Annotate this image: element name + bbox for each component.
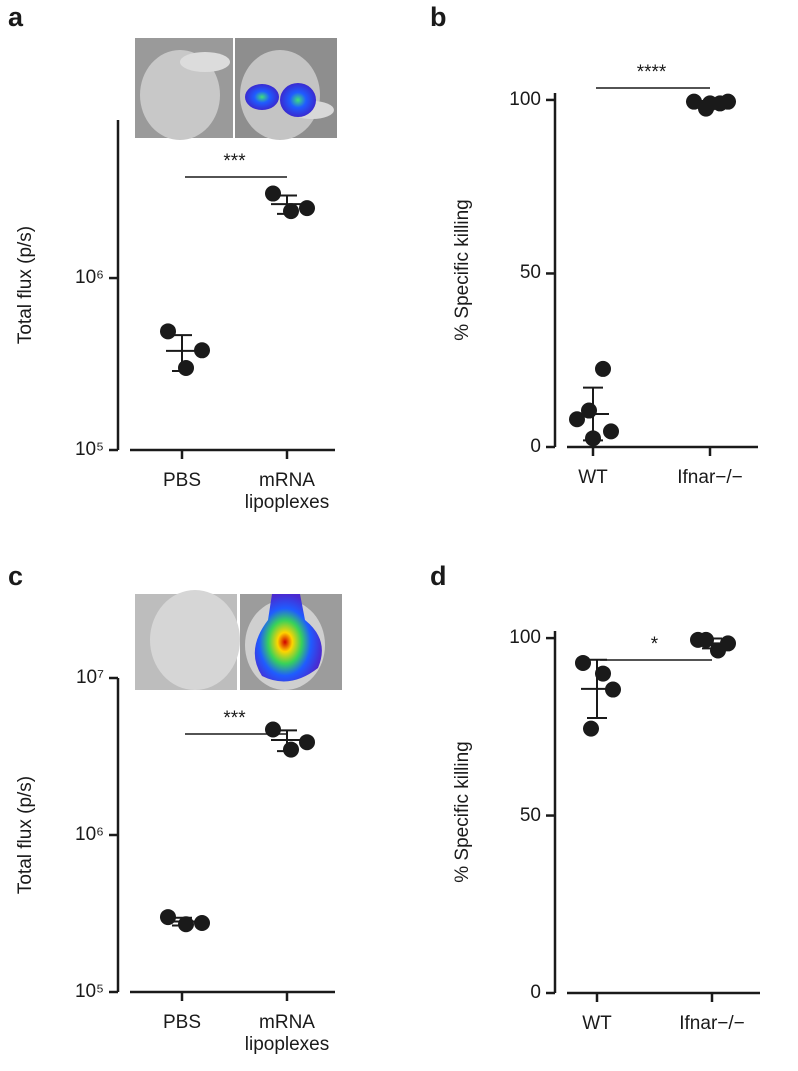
y-axis-label: % Specific killing [452,741,473,883]
error-bar [277,194,297,215]
data-point [595,665,611,682]
panel-label: b [430,2,447,32]
x-tick-label: Ifnar−/− [679,1013,745,1034]
y-axis-label: Total flux (p/s) [15,775,36,895]
x-tick-label: PBS [162,470,202,491]
significance-label: **** [636,62,667,83]
y-tick-label: 10⁶ [75,267,104,289]
data-point [265,185,281,202]
y-tick-label: 50 [519,262,541,284]
significance-label: *** [223,151,246,172]
x-tick-label: Ifnar−/− [677,467,743,488]
data-point [583,720,599,737]
y-tick-label: 50 [519,804,541,826]
y-tick-label: 10⁵ [74,439,104,460]
y-axis-label: Total flux (p/s) [15,225,36,345]
significance-label: * [650,634,659,655]
significance-label: *** [223,708,246,729]
y-tick-label: 0 [530,436,541,457]
y-tick-label: 100 [509,88,541,110]
image-a [135,38,337,140]
data-point [283,203,299,220]
y-tick-label: 10⁵ [74,981,104,1002]
error-bar [172,916,192,927]
y-tick-label: 10⁶ [75,824,104,845]
error-bar [172,334,192,373]
data-point [283,741,299,758]
panel-label: a [8,2,24,32]
error-bar [700,99,720,108]
y-tick-label: 10⁷ [75,667,104,688]
y-axis-label: % Specific killing [452,199,473,341]
data-point [569,411,585,428]
data-point [581,402,597,419]
data-point [299,200,315,217]
data-point [178,359,194,376]
y-tick-label: 0 [530,982,541,1003]
data-point [603,423,619,440]
data-point [299,734,315,751]
x-tick-label: WT [582,1013,612,1034]
y-tick-label: 100 [509,627,541,649]
panel-label: c [8,561,24,591]
data-point [575,654,591,671]
data-point [686,93,702,110]
data-point [160,323,176,340]
data-point [595,360,611,377]
x-tick-label: mRNA lipoplexes [244,470,330,513]
x-tick-label: PBS [162,1012,202,1033]
panel-label: d [430,561,447,591]
data-point [194,342,210,359]
error-bar [583,386,603,442]
data-point [194,915,210,932]
image-c [135,590,342,690]
error-bar [702,637,722,650]
data-point [720,93,736,110]
x-tick-label: mRNA lipoplexes [244,1012,330,1055]
x-tick-label: WT [578,467,608,488]
